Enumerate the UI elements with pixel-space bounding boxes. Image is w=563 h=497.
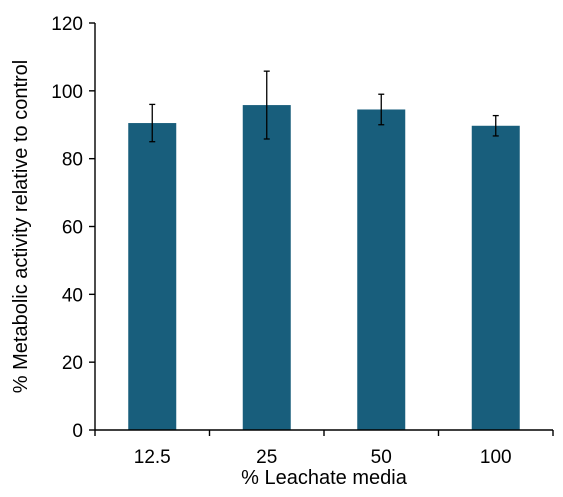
y-tick-label: 100	[51, 82, 83, 103]
x-tick-label: 25	[256, 447, 277, 468]
y-tick-label: 120	[51, 14, 83, 35]
y-tick-label: 0	[72, 421, 83, 442]
y-tick-label: 20	[62, 353, 83, 374]
x-tick-label: 100	[480, 447, 512, 468]
x-axis-title: % Leachate media	[241, 467, 408, 489]
y-tick-label: 60	[62, 218, 83, 239]
bar	[128, 123, 177, 430]
bar	[471, 125, 520, 430]
bars-layer	[128, 105, 520, 431]
y-tick-label: 40	[62, 285, 83, 306]
y-axis-title: % Metabolic activity relative to control	[10, 60, 32, 393]
x-ticks: 12.5 25 50 100	[94, 430, 554, 468]
y-tick-label: 80	[62, 150, 83, 171]
y-ticks: 0 20 40 60 80 100 120	[51, 14, 95, 442]
bar	[357, 109, 406, 431]
bar	[242, 105, 291, 430]
x-tick-label: 12.5	[134, 447, 171, 468]
error-bars-layer	[149, 70, 499, 143]
x-tick-label: 50	[371, 447, 392, 468]
